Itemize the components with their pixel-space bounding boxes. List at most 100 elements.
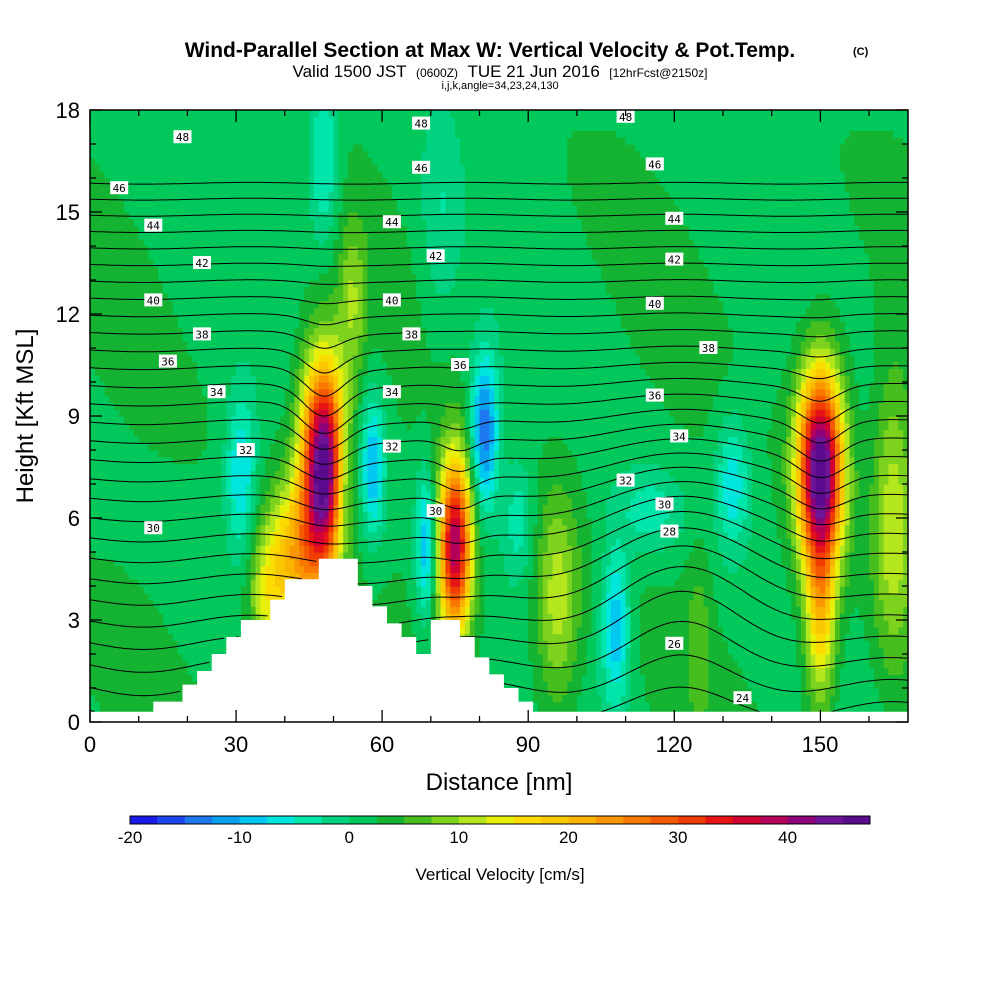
velocity-cell — [99, 545, 106, 553]
velocity-cell — [289, 307, 296, 315]
velocity-cell — [128, 633, 135, 641]
velocity-cell — [192, 178, 198, 186]
velocity-cell — [226, 552, 232, 560]
velocity-cell — [255, 470, 262, 478]
velocity-cell — [192, 300, 198, 308]
velocity-cell — [90, 171, 96, 179]
velocity-cell — [128, 137, 135, 145]
velocity-cell — [158, 422, 164, 431]
velocity-cell — [99, 218, 106, 227]
velocity-cell — [90, 667, 96, 675]
velocity-cell — [138, 314, 145, 322]
velocity-cell — [99, 450, 106, 458]
velocity-cell — [236, 123, 242, 131]
subtitle-utc: (0600Z) — [416, 66, 458, 80]
velocity-cell — [94, 320, 101, 329]
velocity-cell — [187, 225, 193, 233]
velocity-cell — [128, 300, 135, 308]
velocity-cell — [163, 300, 169, 308]
velocity-cell — [245, 191, 252, 199]
velocity-cell — [206, 280, 213, 288]
velocity-cell — [270, 239, 276, 247]
velocity-cell — [104, 524, 111, 533]
velocity-cell — [206, 463, 213, 471]
velocity-cell — [309, 171, 315, 179]
velocity-cell — [294, 531, 300, 539]
velocity-cell — [90, 402, 96, 410]
velocity-cell — [231, 436, 237, 444]
velocity-cell — [289, 429, 296, 437]
velocity-cell — [177, 409, 184, 417]
velocity-cell — [348, 307, 354, 315]
velocity-cell — [260, 388, 266, 397]
velocity-cell — [226, 225, 232, 233]
velocity-cell — [119, 232, 125, 240]
velocity-cell — [138, 232, 145, 240]
velocity-cell — [299, 110, 305, 118]
velocity-cell — [343, 409, 349, 417]
velocity-cell — [265, 266, 271, 274]
velocity-cell — [313, 225, 320, 233]
velocity-cell — [304, 286, 310, 295]
velocity-cell — [318, 116, 325, 125]
velocity-cell — [255, 150, 262, 159]
velocity-cell — [158, 232, 164, 240]
velocity-cell — [197, 565, 203, 573]
velocity-cell — [114, 382, 120, 390]
velocity-cell — [187, 320, 193, 329]
velocity-cell — [206, 409, 213, 417]
velocity-cell — [158, 137, 164, 145]
velocity-cell — [197, 164, 203, 172]
velocity-cell — [231, 334, 237, 342]
velocity-cell — [343, 348, 349, 356]
velocity-cell — [333, 144, 339, 152]
velocity-cell — [172, 592, 179, 601]
velocity-cell — [143, 579, 150, 587]
velocity-cell — [323, 314, 330, 322]
velocity-cell — [94, 470, 101, 478]
velocity-cell — [143, 443, 150, 451]
velocity-cell — [104, 164, 111, 172]
velocity-cell — [94, 266, 101, 274]
velocity-cell — [128, 416, 135, 424]
velocity-cell — [255, 334, 262, 342]
velocity-cell — [119, 164, 125, 172]
velocity-cell — [182, 674, 188, 682]
velocity-cell — [114, 327, 120, 335]
velocity-cell — [211, 361, 218, 369]
velocity-cell — [192, 286, 198, 295]
velocity-cell — [172, 327, 179, 335]
velocity-cell — [133, 307, 140, 315]
velocity-cell — [114, 484, 120, 492]
velocity-cell — [153, 572, 159, 580]
velocity-cell — [119, 239, 125, 247]
velocity-cell — [133, 694, 140, 703]
velocity-cell — [90, 205, 96, 213]
velocity-cell — [172, 674, 179, 682]
velocity-cell — [265, 178, 271, 186]
velocity-cell — [338, 198, 344, 206]
velocity-cell — [343, 450, 349, 458]
velocity-cell — [187, 490, 193, 499]
velocity-cell — [192, 130, 198, 138]
velocity-cell — [177, 150, 184, 159]
velocity-cell — [90, 504, 96, 512]
velocity-cell — [99, 205, 106, 213]
velocity-cell — [211, 130, 218, 138]
velocity-cell — [226, 402, 232, 410]
velocity-cell — [128, 674, 135, 682]
velocity-cell — [148, 592, 154, 601]
velocity-cell — [192, 667, 198, 675]
velocity-cell — [128, 388, 135, 397]
velocity-cell — [182, 626, 188, 635]
velocity-cell — [177, 416, 184, 424]
velocity-cell — [318, 382, 325, 390]
velocity-cell — [231, 456, 237, 465]
velocity-cell — [289, 266, 296, 274]
velocity-cell — [153, 511, 159, 519]
velocity-cell — [245, 518, 252, 526]
velocity-cell — [279, 252, 286, 261]
velocity-cell — [260, 334, 266, 342]
velocity-cell — [119, 586, 125, 594]
velocity-cell — [352, 286, 359, 295]
